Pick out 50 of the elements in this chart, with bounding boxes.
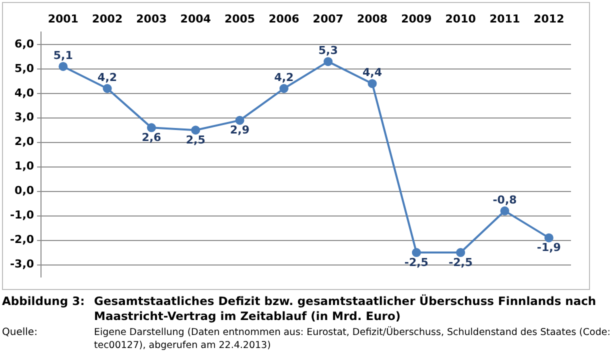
y-tick-label: 3,0 bbox=[14, 110, 34, 124]
x-tick-label: 2001 bbox=[48, 12, 78, 26]
y-tick-label: 2,0 bbox=[14, 135, 34, 148]
y-tick-label: 4,0 bbox=[14, 86, 34, 100]
y-tick-label: -2,0 bbox=[10, 233, 34, 246]
y-tick-label: 0,0 bbox=[14, 184, 34, 198]
point bbox=[500, 206, 510, 216]
text: Abbildung 3: bbox=[2, 294, 86, 310]
data-label: 2,5 bbox=[186, 133, 206, 146]
data-label: 5,3 bbox=[318, 44, 338, 57]
point bbox=[324, 57, 333, 66]
x-tick-label: 2010 bbox=[445, 12, 476, 26]
x-tick-label: 2005 bbox=[224, 12, 256, 26]
x-tick-label: 2009 bbox=[401, 12, 432, 26]
text: Eigene Darstellung (Daten entnommen aus: Eurostat, Defizit/Überschuss, Schuldenstand des Staates (Code: tec00127), abgerufen am 22.4.2013) bbox=[94, 326, 612, 352]
point bbox=[58, 62, 68, 71]
data-label: 2,6 bbox=[142, 131, 162, 144]
point bbox=[235, 116, 244, 125]
data-label: 4,4 bbox=[362, 66, 382, 79]
point bbox=[544, 233, 554, 242]
x-tick-label: 2006 bbox=[268, 12, 300, 26]
data-label: -2,5 bbox=[404, 256, 428, 269]
x-tick-label: 2004 bbox=[180, 12, 212, 26]
y-tick-label: 5,0 bbox=[14, 62, 34, 75]
point bbox=[146, 123, 156, 132]
x-tick-label: 2008 bbox=[356, 12, 388, 26]
point bbox=[102, 84, 112, 94]
data-label: -2,5 bbox=[448, 256, 473, 269]
point bbox=[456, 248, 466, 258]
point bbox=[191, 126, 200, 135]
data-label: 4,2 bbox=[274, 70, 294, 84]
source-note: Quelle: bbox=[2, 326, 38, 340]
data-label: -0,8 bbox=[492, 193, 517, 206]
point bbox=[368, 79, 377, 88]
x-tick-label: 2003 bbox=[136, 12, 167, 26]
data-label: 5,1 bbox=[53, 48, 73, 62]
point bbox=[412, 248, 421, 258]
x-tick-label: 2007 bbox=[312, 12, 344, 26]
point bbox=[279, 84, 288, 94]
x-tick-label: 2011 bbox=[489, 12, 520, 26]
y-tick-label: 6,0 bbox=[14, 37, 34, 50]
text: Gesamtstaatliches Defizit bzw. gesamtstaatlicher Überschuss Finnlands nach Maastricht-Vertrag im Zeitablauf (in Mrd. Euro) bbox=[94, 294, 598, 324]
y-tick-label: 1,0 bbox=[14, 160, 34, 173]
data-label: 4,2 bbox=[98, 70, 118, 84]
data-label: 2,9 bbox=[230, 124, 250, 137]
data-label: -1,9 bbox=[536, 241, 561, 254]
x-tick-label: 2002 bbox=[92, 12, 123, 26]
y-tick-label: -3,0 bbox=[10, 258, 34, 271]
y-tick-label: -1,0 bbox=[10, 208, 34, 222]
x-tick-label: 2012 bbox=[534, 12, 564, 26]
